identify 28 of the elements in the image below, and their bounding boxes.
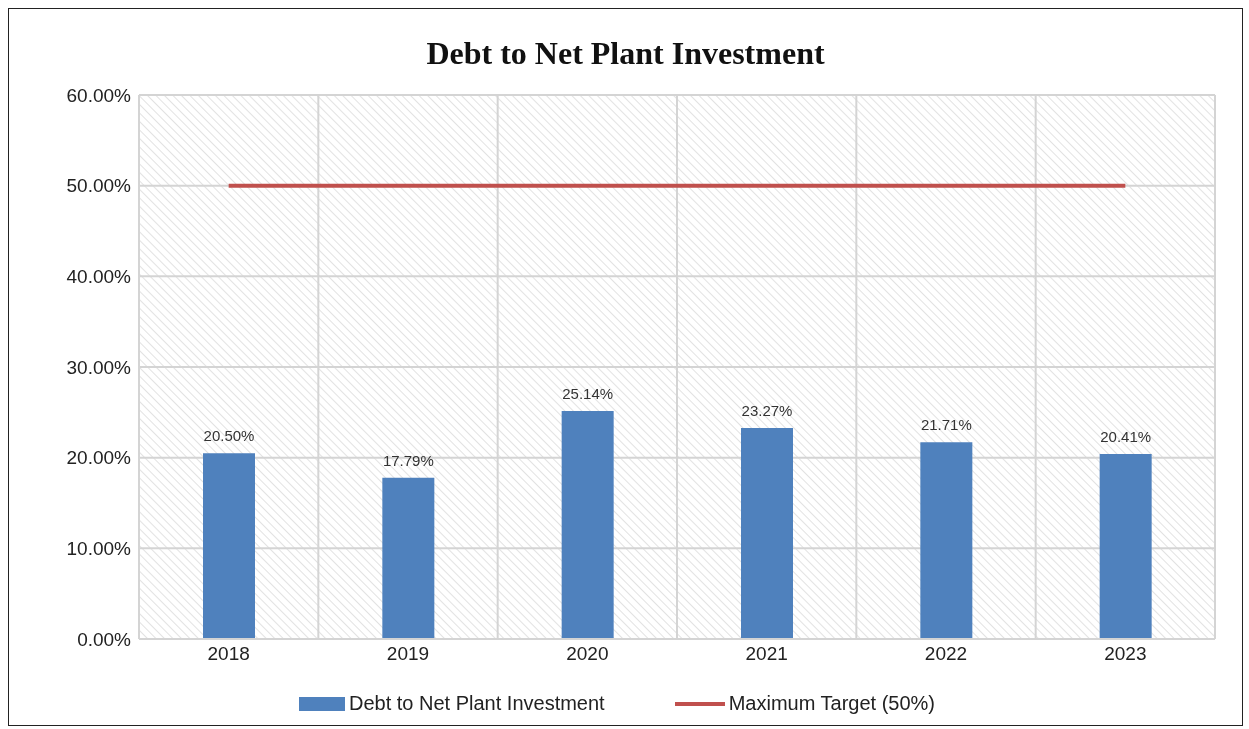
x-tick-label: 2019 xyxy=(386,643,430,665)
chart-title: Debt to Net Plant Investment xyxy=(425,34,826,73)
bar xyxy=(203,453,255,639)
x-tick-label: 2023 xyxy=(1104,643,1147,665)
data-label: 25.14% xyxy=(562,385,614,403)
data-label: 17.79% xyxy=(382,451,434,469)
bar xyxy=(741,428,793,639)
bar xyxy=(382,477,435,639)
bar xyxy=(920,442,973,639)
data-label: 20.50% xyxy=(203,427,255,445)
y-tick-label: 30.00% xyxy=(66,356,132,378)
data-label: 20.41% xyxy=(1100,427,1152,445)
y-tick-label: 50.00% xyxy=(66,175,132,197)
x-tick-label: 2020 xyxy=(566,643,609,665)
data-label: 23.27% xyxy=(741,402,793,420)
legend-label: Debt to Net Plant Investment xyxy=(348,692,605,715)
y-tick-label: 40.00% xyxy=(66,266,132,288)
y-tick-label: 60.00% xyxy=(66,84,132,106)
legend-label: Maximum Target (50%) xyxy=(728,692,936,715)
x-tick-label: 2018 xyxy=(207,643,250,665)
x-tick-label: 2021 xyxy=(745,643,788,665)
y-tick-label: 20.00% xyxy=(66,447,132,469)
y-tick-label: 10.00% xyxy=(66,538,132,560)
bar xyxy=(1099,453,1152,639)
data-label: 21.71% xyxy=(920,416,972,434)
bar xyxy=(561,411,614,639)
x-tick-label: 2022 xyxy=(924,643,968,665)
y-tick-label: 0.00% xyxy=(77,628,132,650)
